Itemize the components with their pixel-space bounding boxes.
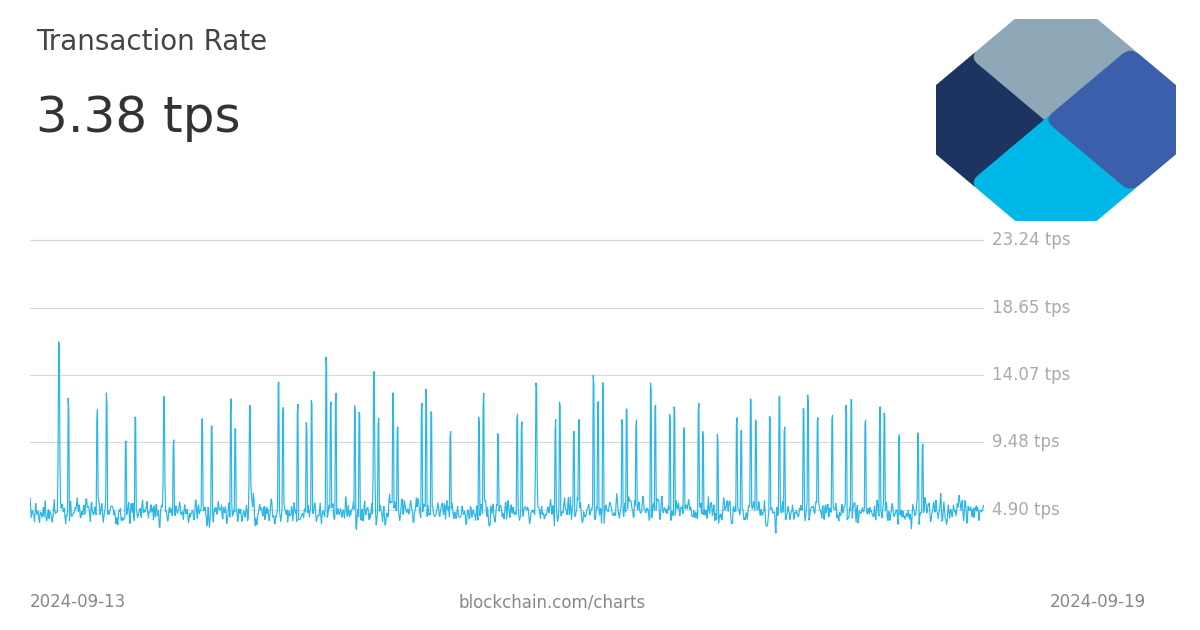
FancyBboxPatch shape bbox=[973, 0, 1139, 126]
Text: 2024-09-13: 2024-09-13 bbox=[30, 593, 126, 611]
Text: 4.90 tps: 4.90 tps bbox=[992, 501, 1060, 518]
FancyBboxPatch shape bbox=[899, 50, 1063, 189]
Text: 14.07 tps: 14.07 tps bbox=[992, 366, 1070, 384]
Text: 18.65 tps: 18.65 tps bbox=[992, 299, 1070, 316]
Text: Transaction Rate: Transaction Rate bbox=[36, 28, 268, 56]
FancyBboxPatch shape bbox=[973, 113, 1139, 251]
Text: blockchain.com/charts: blockchain.com/charts bbox=[458, 593, 646, 611]
Text: 23.24 tps: 23.24 tps bbox=[992, 231, 1070, 249]
Text: 3.38 tps: 3.38 tps bbox=[36, 94, 241, 142]
FancyBboxPatch shape bbox=[1049, 50, 1200, 189]
Text: 2024-09-19: 2024-09-19 bbox=[1050, 593, 1146, 611]
Text: 9.48 tps: 9.48 tps bbox=[992, 433, 1060, 451]
